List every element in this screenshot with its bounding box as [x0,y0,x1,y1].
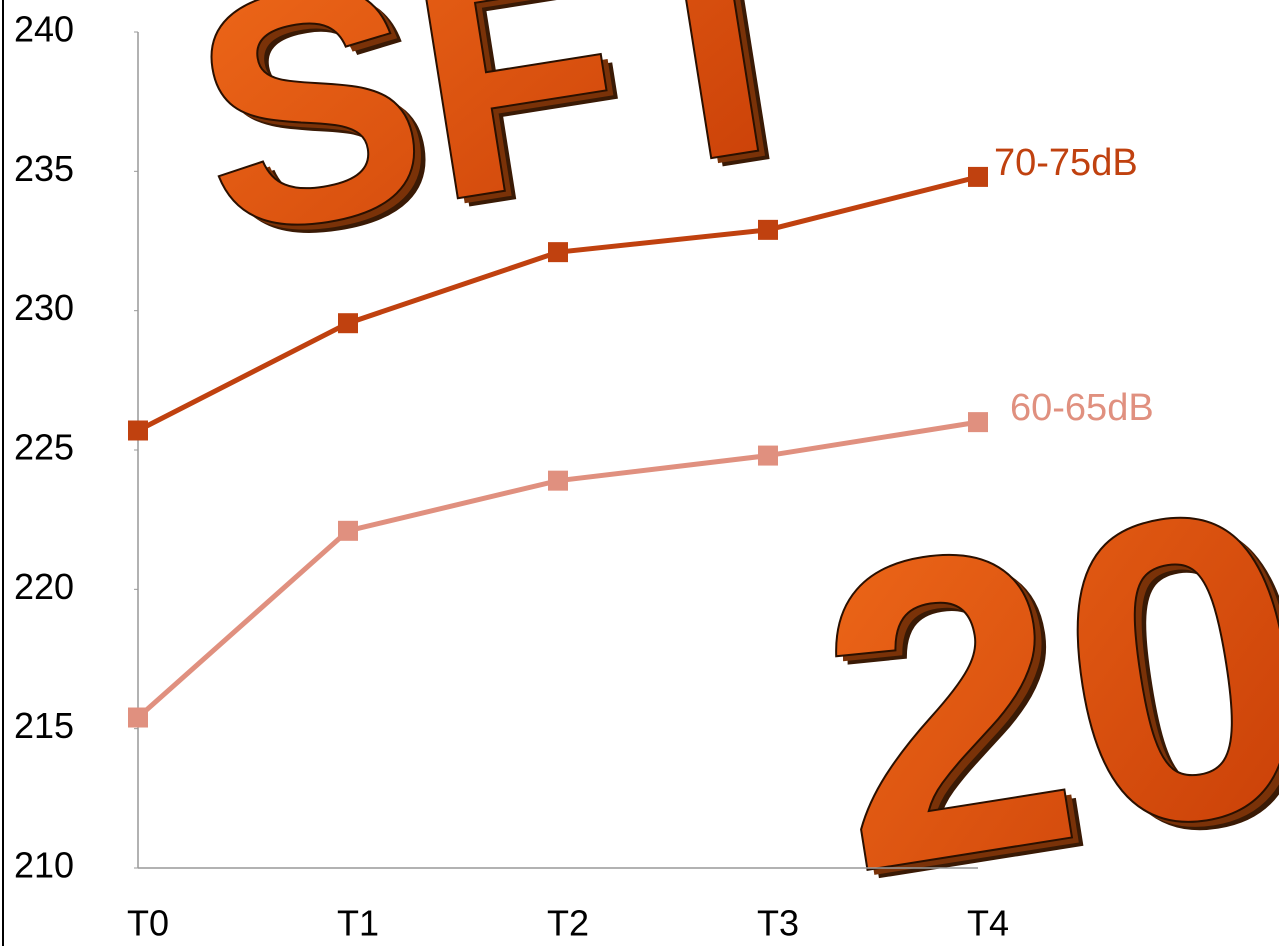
series-label: 70-75dB [994,142,1138,184]
series-label: 60-65dB [1010,387,1154,429]
y-tick-label: 215 [14,705,74,746]
page: {"chart_data": {"type": "line", "annotat… [0,0,1279,946]
data-point [758,446,778,466]
data-point [968,167,988,187]
data-point [128,708,148,728]
y-tick-label: 210 [14,845,74,886]
y-tick-label: 225 [14,427,74,468]
x-tick-label: T4 [967,903,1009,944]
y-tick-label: 220 [14,566,74,607]
decorative-text: 20 [792,414,1279,946]
data-point [968,412,988,432]
data-point [548,242,568,262]
chart: SFTSFTSFT202020 210215220225230235240T0T… [0,0,1279,946]
y-tick-label: 230 [14,287,74,328]
y-tick-label: 240 [14,9,74,50]
data-point [548,471,568,491]
x-tick-label: T3 [757,903,799,944]
x-tick-label: T0 [127,903,169,944]
x-tick-label: T1 [337,903,379,944]
data-point [128,420,148,440]
data-point [758,220,778,240]
decorative-text: SFT [172,0,845,305]
y-tick-label: 235 [14,148,74,189]
x-tick-label: T2 [547,903,589,944]
data-point [338,313,358,333]
data-point [338,521,358,541]
